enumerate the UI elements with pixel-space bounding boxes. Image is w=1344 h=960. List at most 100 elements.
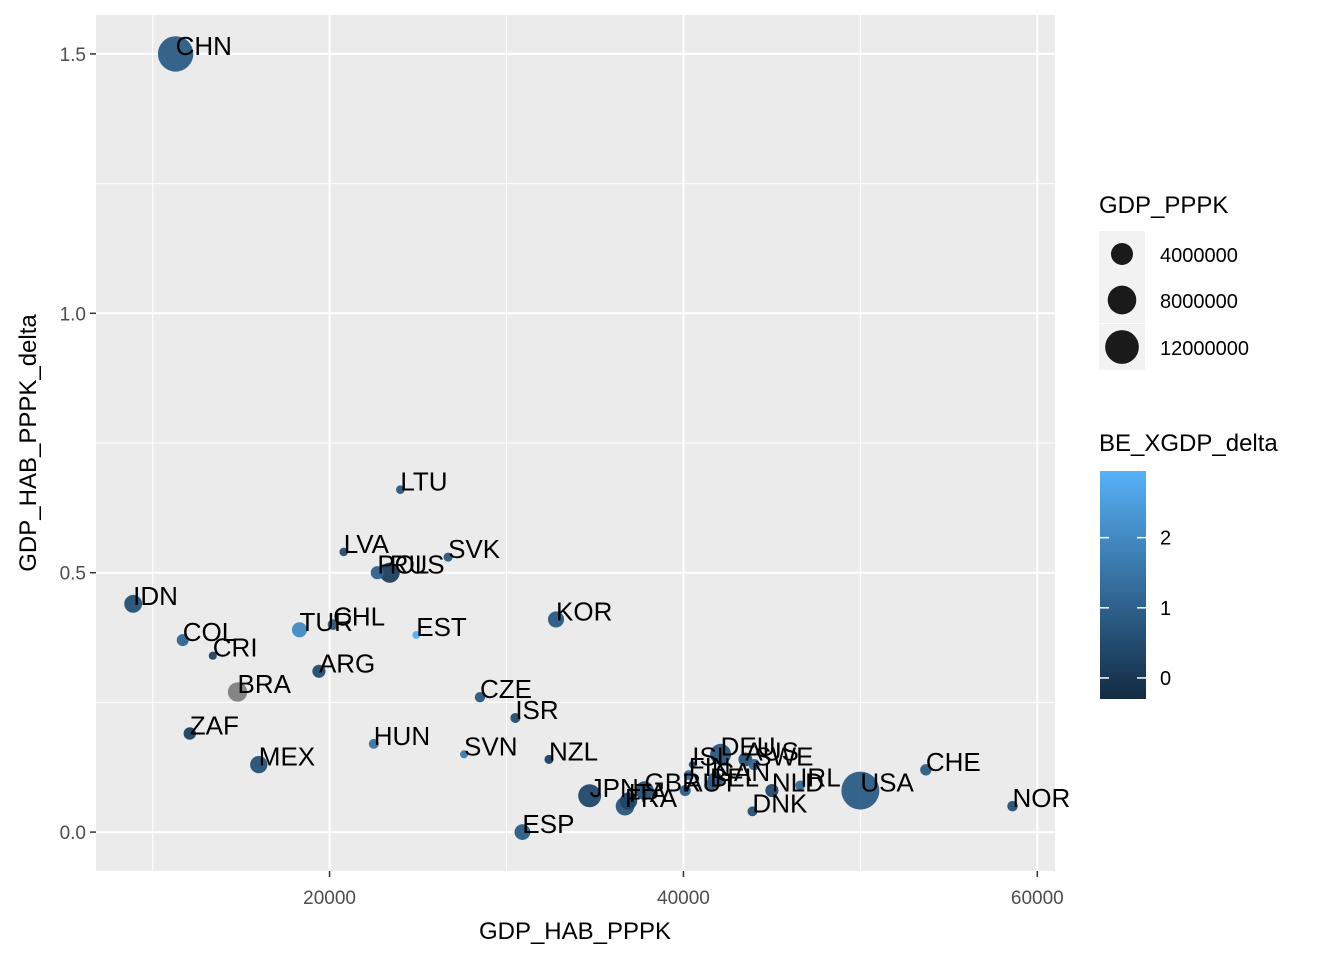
data-point-label-kor: KOR xyxy=(556,596,612,626)
data-point-label-nld: NLD xyxy=(772,768,824,798)
data-point-label-usa: USA xyxy=(860,768,914,798)
data-point-nor xyxy=(1007,800,1018,812)
data-point-pol xyxy=(370,566,384,580)
data-point-hun xyxy=(368,738,379,749)
size-legend-label: 12000000 xyxy=(1160,338,1249,360)
data-point-label-irl: IRL xyxy=(800,762,840,792)
data-point-label-est: EST xyxy=(416,612,467,642)
data-point-label-tur: TUR xyxy=(299,607,352,637)
y-tick-label: 1.5 xyxy=(60,45,86,66)
data-point-label-jpn: JPN xyxy=(590,773,639,803)
color-legend: BE_XGDP_delta 0 1 2 xyxy=(1099,430,1278,699)
data-point-irl xyxy=(795,780,806,791)
data-point-gbr xyxy=(635,781,654,800)
data-point-esp xyxy=(514,824,531,840)
size-legend-key-point xyxy=(1105,330,1139,364)
data-point-label-ltu: LTU xyxy=(400,467,447,497)
data-point-che xyxy=(920,764,932,776)
data-point-label-lva: LVA xyxy=(344,529,390,559)
color-legend-title: BE_XGDP_delta xyxy=(1099,430,1278,457)
data-point-label-zaf: ZAF xyxy=(190,711,239,741)
data-point-label-fin: FIN xyxy=(689,752,731,782)
data-point-ltu xyxy=(396,485,405,494)
color-legend-ticks: 0 1 2 xyxy=(1100,528,1171,690)
y-tick-label: 1.0 xyxy=(60,304,86,325)
size-legend-key-point xyxy=(1111,243,1133,265)
data-point-cze xyxy=(474,692,486,703)
y-tick-label: 0.5 xyxy=(60,564,86,585)
data-point-label-svn: SVN xyxy=(464,731,517,761)
data-point-label-hun: HUN xyxy=(374,721,430,751)
data-points xyxy=(124,36,1018,840)
data-point-bra xyxy=(227,682,248,702)
x-tick-label: 40000 xyxy=(657,888,710,909)
data-point-label-gbr: GBR xyxy=(645,768,701,798)
data-point-label-isl: ISL xyxy=(692,742,731,772)
data-point-est xyxy=(412,631,421,639)
data-point-aut xyxy=(679,785,691,797)
data-point-label-chn: CHN xyxy=(176,31,232,61)
data-point-lva xyxy=(339,547,348,557)
x-axis-title: GDP_HAB_PPPK xyxy=(479,918,671,945)
major-gridlines xyxy=(96,15,1055,871)
x-axis-tick-labels: 20000 40000 60000 xyxy=(303,888,1064,909)
data-point-label-nor: NOR xyxy=(1013,783,1071,813)
y-axis-title: GDP_HAB_PPPK_delta xyxy=(15,314,42,572)
data-point-label-esp: ESP xyxy=(522,809,574,839)
data-point-mex xyxy=(250,755,268,774)
data-point-zaf xyxy=(183,727,197,740)
color-legend-label: 1 xyxy=(1160,598,1171,620)
data-point-svk xyxy=(443,552,453,562)
data-point-label-chl: CHL xyxy=(333,602,385,632)
data-point-kor xyxy=(547,611,565,628)
data-point-label-col: COL xyxy=(183,617,236,647)
data-point-label-pol: POL xyxy=(377,550,429,580)
data-point-ita xyxy=(619,792,638,810)
data-point-label-can: CAN xyxy=(715,757,770,787)
data-point-label-cze: CZE xyxy=(480,674,532,704)
data-point-label-mex: MEX xyxy=(259,742,315,772)
data-point-col xyxy=(176,634,189,647)
data-point-label-fra: FRA xyxy=(625,783,678,813)
y-axis-tick-labels: 0.0 0.5 1.0 1.5 xyxy=(60,45,86,844)
axis-ticks xyxy=(90,53,1039,877)
size-legend-keys: 4000000 8000000 12000000 xyxy=(1099,231,1249,370)
data-point-chl xyxy=(327,619,339,630)
minor-gridlines xyxy=(96,15,1055,871)
data-point-svn xyxy=(460,750,469,759)
data-point-swe xyxy=(748,758,760,771)
data-point-dnk xyxy=(747,806,758,817)
data-point-arg xyxy=(312,664,326,678)
data-point-usa xyxy=(841,771,880,810)
data-point-isr xyxy=(510,712,521,723)
data-point-rus xyxy=(379,562,400,583)
data-point-nld xyxy=(765,784,779,798)
data-point-tur xyxy=(291,622,308,638)
data-point-nzl xyxy=(544,754,554,765)
color-legend-label: 2 xyxy=(1160,528,1171,550)
data-point-chn xyxy=(157,36,194,72)
data-point-label-bra: BRA xyxy=(238,669,292,699)
data-point-deu xyxy=(710,743,732,765)
data-point-cri xyxy=(208,651,217,660)
data-point-isl xyxy=(688,761,696,769)
data-point-idn xyxy=(124,594,143,613)
x-tick-label: 20000 xyxy=(303,888,356,909)
data-point-label-arg: ARG xyxy=(319,648,375,678)
size-legend: GDP_PPPK 4000000 8000000 12000000 xyxy=(1099,192,1249,370)
data-point-label-swe: SWE xyxy=(754,742,813,772)
data-point-jpn xyxy=(578,784,602,808)
data-point-fin xyxy=(683,770,694,780)
data-point-label-nzl: NZL xyxy=(549,736,598,766)
data-point-label-isr: ISR xyxy=(515,695,558,725)
data-point-label-svk: SVK xyxy=(448,534,501,564)
y-tick-label: 0.0 xyxy=(60,823,86,844)
x-tick-label: 60000 xyxy=(1011,888,1064,909)
data-point-label-ita: ITA xyxy=(629,778,668,808)
data-point-label-aus: AUS xyxy=(745,736,798,766)
color-legend-label: 0 xyxy=(1160,668,1171,690)
data-point-bel xyxy=(704,779,716,792)
color-legend-bar xyxy=(1100,471,1146,699)
